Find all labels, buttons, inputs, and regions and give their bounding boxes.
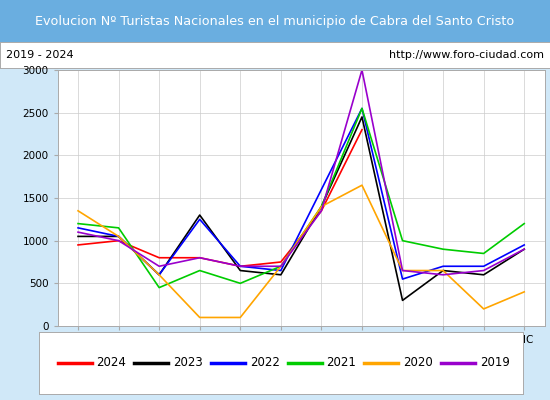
Text: 2022: 2022: [250, 356, 280, 370]
Text: 2019 - 2024: 2019 - 2024: [6, 50, 73, 60]
Text: http://www.foro-ciudad.com: http://www.foro-ciudad.com: [389, 50, 544, 60]
Text: Evolucion Nº Turistas Nacionales en el municipio de Cabra del Santo Cristo: Evolucion Nº Turistas Nacionales en el m…: [35, 14, 515, 28]
Text: 2020: 2020: [403, 356, 433, 370]
Text: 2019: 2019: [480, 356, 510, 370]
Text: 2023: 2023: [173, 356, 203, 370]
Text: 2024: 2024: [97, 356, 126, 370]
Text: 2021: 2021: [327, 356, 356, 370]
